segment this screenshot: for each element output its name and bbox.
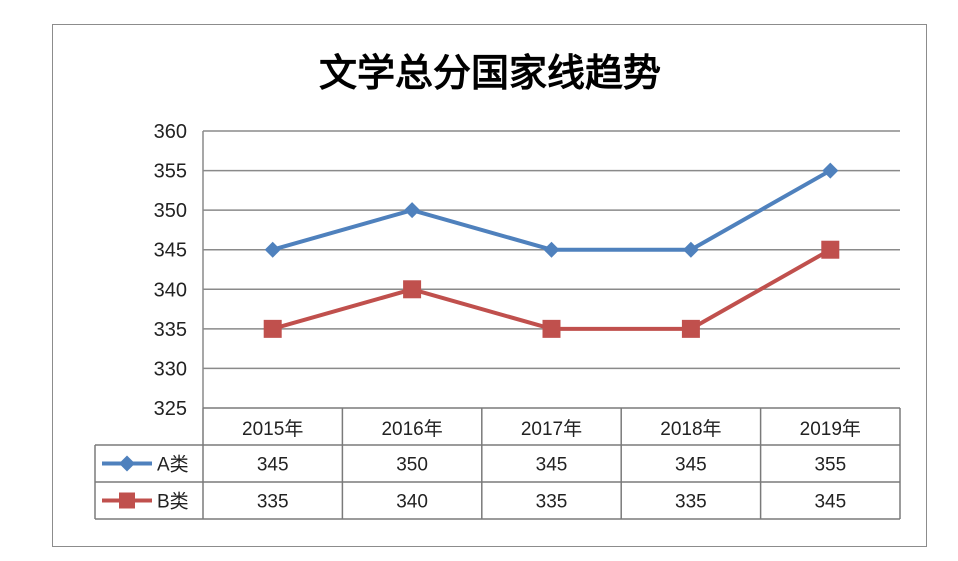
data-point [264,241,281,258]
y-tick-label: 355 [154,161,187,183]
y-tick-label: 340 [154,279,187,301]
y-tick-label: 350 [154,200,187,222]
data-point [681,319,700,338]
y-tick-label: 360 [154,121,187,143]
legend-label: B类 [157,491,189,513]
data-table-cell: 340 [396,492,428,513]
data-table-cell: 345 [257,455,289,476]
legend-key-marker [119,455,135,472]
data-point [682,241,699,258]
data-table-cell: 335 [257,492,289,513]
data-table-cell: 335 [536,492,568,513]
x-tick-label: 2015年 [242,418,303,440]
data-table-cell: 345 [536,455,568,476]
data-point [263,319,282,338]
legend-key-marker [119,492,135,509]
data-table-cell: 355 [814,455,846,476]
y-tick-label: 345 [154,240,187,262]
x-tick-label: 2016年 [381,418,442,440]
data-point [404,202,421,219]
data-table-cell: 350 [396,455,428,476]
data-point [822,162,839,179]
data-table-cell: 345 [675,455,707,476]
y-axis-ticks: 325 330 335 340 345 350 355 360 [154,121,187,420]
y-tick-label: 330 [154,358,187,380]
x-tick-label: 2018年 [660,418,721,440]
data-table: 2015年 2016年 2017年 2018年 2019年 A类 345 350 345 345 3… [94,407,901,520]
data-point [542,319,561,338]
legend-label: A类 [157,454,189,476]
data-table-cell: 335 [675,492,707,513]
y-tick-label: 335 [154,319,187,341]
x-tick-label: 2019年 [800,418,861,440]
data-point [821,240,840,259]
data-point [543,241,560,258]
x-tick-label: 2017年 [521,418,582,440]
data-table-cell: 345 [814,492,846,513]
grid-lines [202,130,900,408]
chart-frame [52,24,927,547]
y-tick-label: 325 [154,398,187,420]
chart-title: 文学总分国家线趋势 [319,51,661,95]
series-lines [263,162,840,338]
data-point [403,280,422,299]
